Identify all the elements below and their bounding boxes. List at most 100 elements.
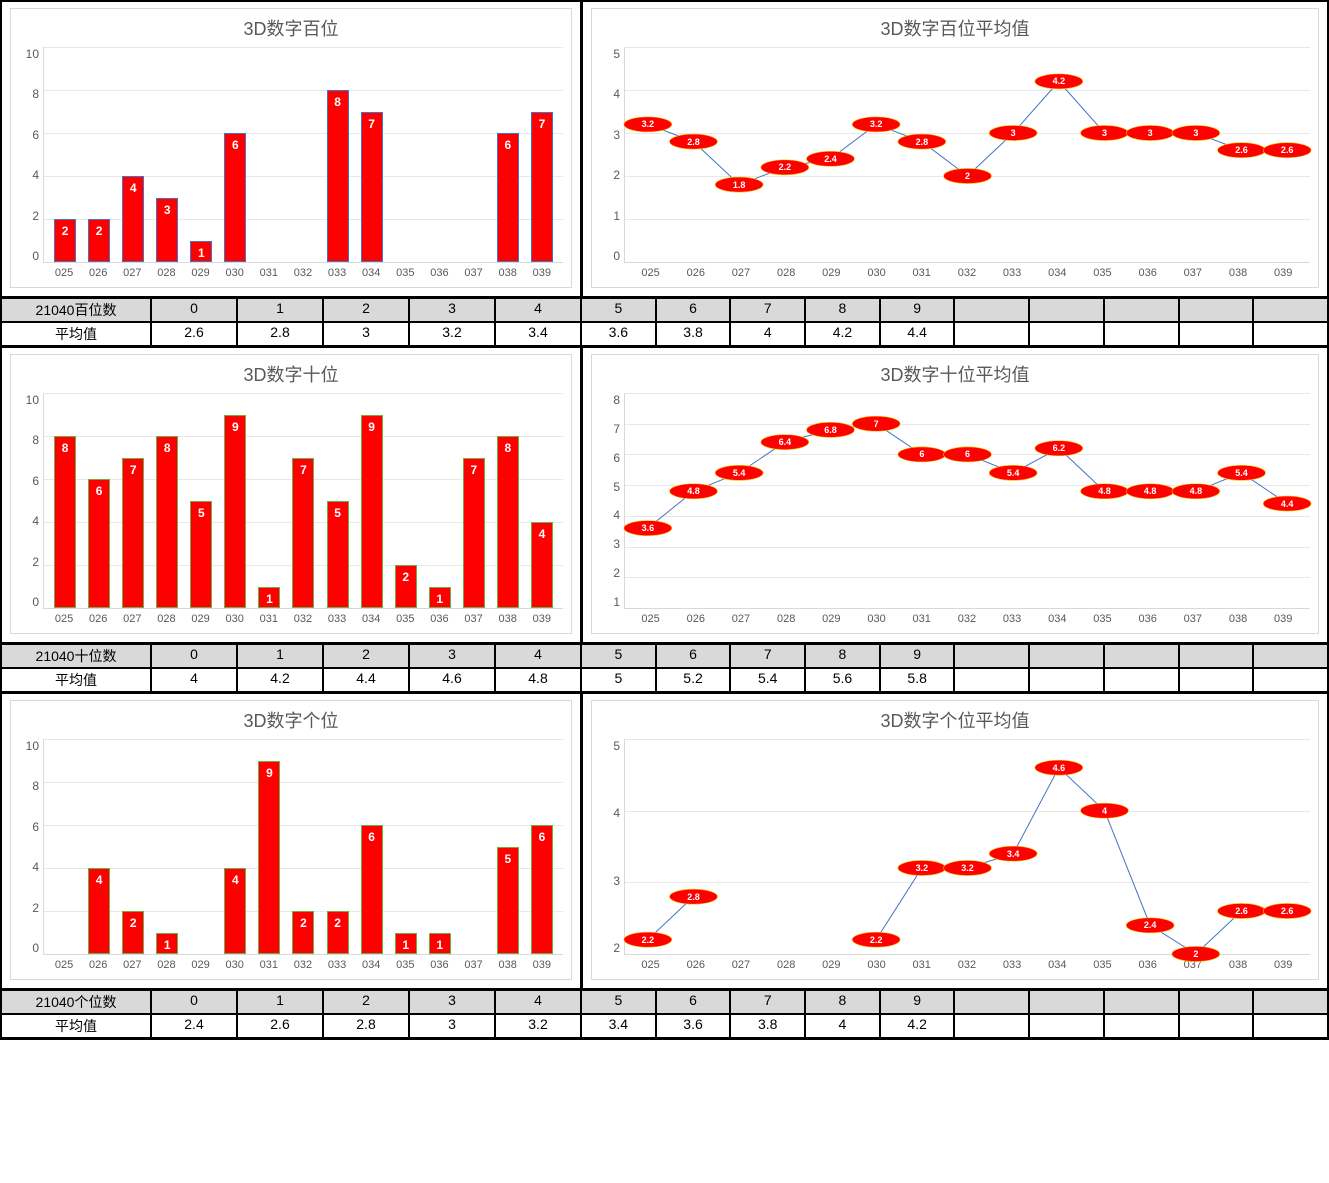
table-row2-cell: 2.6 [237,1014,323,1038]
table-row2-cell: 3.2 [409,322,495,346]
table-row2-cell [1253,668,1328,692]
line-chart-1: 3D数字十位平均值 123456783.64.85.46.46.87665.46.… [591,354,1319,634]
table-row1-cell: 3 [409,990,495,1014]
table-row1-cell: 6 [656,990,731,1014]
table-row1-cell: 7 [730,990,805,1014]
table-row2-cell: 3.6 [656,1014,731,1038]
bar-chart-cell-1: 3D数字十位0246810867859175921784025026027028… [1,347,581,643]
table-row2-label: 平均值 [1,322,151,346]
table-row2-cell: 3 [409,1014,495,1038]
y-axis-labels: 012345 [600,47,624,263]
table-row1-cell [1179,990,1254,1014]
table-row1-cell: 6 [656,298,731,322]
y-axis-labels: 0246810 [19,47,43,263]
y-axis-labels: 0246810 [19,739,43,955]
table-row2-cell [1029,322,1104,346]
plot-area: 421492261156 [43,739,563,955]
table-row1-cell [954,644,1029,668]
plot-zone: 02468102243168767 [19,47,563,263]
table-row2-cell [1029,668,1104,692]
table-row2-cell: 3.4 [581,1014,656,1038]
table-row2-cell [1104,668,1179,692]
table-row1-cell [1029,644,1104,668]
table-row1-cell: 7 [730,644,805,668]
table-row2-cell: 4.6 [409,668,495,692]
table-row2-cell: 3.8 [656,322,731,346]
table-row1-cell: 8 [805,990,880,1014]
table-row1-cell: 7 [730,298,805,322]
chart-title: 3D数字个位平均值 [600,707,1310,733]
table-row1-cell: 1 [237,644,323,668]
line-chart-0: 3D数字百位平均值0123453.22.81.82.22.43.22.8234.… [591,8,1319,288]
plot-zone: 0246810867859175921784 [19,393,563,609]
table-row1-cell: 9 [880,990,955,1014]
table-row1-cell: 2 [323,644,409,668]
table-row1-cell [1253,644,1328,668]
table-row2-cell [954,668,1029,692]
table-row2-cell [1179,668,1254,692]
plot-area: 867859175921784 [43,393,563,609]
chart-title: 3D数字百位 [19,15,563,41]
table-row2-cell: 3.8 [730,1014,805,1038]
table-row1-cell: 3 [409,298,495,322]
plot-zone: 0246810421492261156 [19,739,563,955]
table-row2-cell: 4 [805,1014,880,1038]
plot-area: 2243168767 [43,47,563,263]
table-row1-cell [954,990,1029,1014]
data-table-0: 21040百位数0123456789平均值2.62.833.23.43.63.8… [1,297,1328,347]
table-row2-cell [1179,1014,1254,1038]
table-row2-cell: 4.4 [880,322,955,346]
table-row2-cell [954,1014,1029,1038]
table-row1-cell: 5 [581,644,656,668]
table-row1-label: 21040百位数 [1,298,151,322]
table-row2-cell [1104,1014,1179,1038]
plot-zone: 123456783.64.85.46.46.87665.46.24.84.84.… [600,393,1310,609]
table-row2-cell: 5 [581,668,656,692]
table-row2-cell: 3.2 [495,1014,581,1038]
table-row2-cell: 3.4 [495,322,581,346]
table-row2-cell: 2.8 [323,1014,409,1038]
line-chart-cell-2: 3D数字个位平均值 23452.22.82.23.23.23.44.642.422… [581,693,1328,989]
chart-title: 3D数字十位平均值 [600,361,1310,387]
table-row2-cell: 4 [151,668,237,692]
table-row1-cell: 8 [805,644,880,668]
table-row2-label: 平均值 [1,668,151,692]
data-table-2: 21040个位数0123456789平均值2.42.62.833.23.43.6… [1,989,1328,1039]
table-row1-cell: 8 [805,298,880,322]
bar-chart-cell-2: 3D数字个位0246810421492261156025026027028029… [1,693,581,989]
data-table-1: 21040十位数0123456789平均值44.24.44.64.855.25.… [1,643,1328,693]
table-row1-label: 21040个位数 [1,990,151,1014]
table-row1-cell [1104,644,1179,668]
table-row1-cell [1104,990,1179,1014]
table-row2-cell: 4.4 [323,668,409,692]
table-row1-cell: 3 [409,644,495,668]
table-row2-cell [1253,322,1328,346]
y-axis-labels: 2345 [600,739,624,955]
table-row1-cell [1179,644,1254,668]
table-row2-cell: 5.4 [730,668,805,692]
table-row1-cell: 5 [581,298,656,322]
table-row1-cell [1253,298,1328,322]
table-row2-cell: 2.8 [237,322,323,346]
chart-title: 3D数字十位 [19,361,563,387]
y-axis-labels: 0246810 [19,393,43,609]
table-row1-cell: 1 [237,990,323,1014]
table-row1-cell: 6 [656,644,731,668]
table-row2-cell [1104,322,1179,346]
table-row1-cell: 9 [880,298,955,322]
line-chart-cell-0: 3D数字百位平均值0123453.22.81.82.22.43.22.8234.… [581,1,1328,297]
table-row1-cell: 4 [495,298,581,322]
table-row2-cell: 3 [323,322,409,346]
table-row1-cell [1179,298,1254,322]
plot-area: 2.22.82.23.23.23.44.642.422.62.6 [624,739,1310,955]
line-chart-cell-1: 3D数字十位平均值 123456783.64.85.46.46.87665.46.… [581,347,1328,643]
table-row1-cell: 9 [880,644,955,668]
table-row2-cell: 4.2 [880,1014,955,1038]
table-row2-cell: 2.4 [151,1014,237,1038]
line-chart-2: 3D数字个位平均值 23452.22.82.23.23.23.44.642.422… [591,700,1319,980]
table-row2-cell: 5.6 [805,668,880,692]
table-row2-cell [1029,1014,1104,1038]
y-axis-labels: 12345678 [600,393,624,609]
bar-chart-cell-0: 3D数字百位0246810224316876702502602702802903… [1,1,581,297]
table-row2-cell: 2.6 [151,322,237,346]
